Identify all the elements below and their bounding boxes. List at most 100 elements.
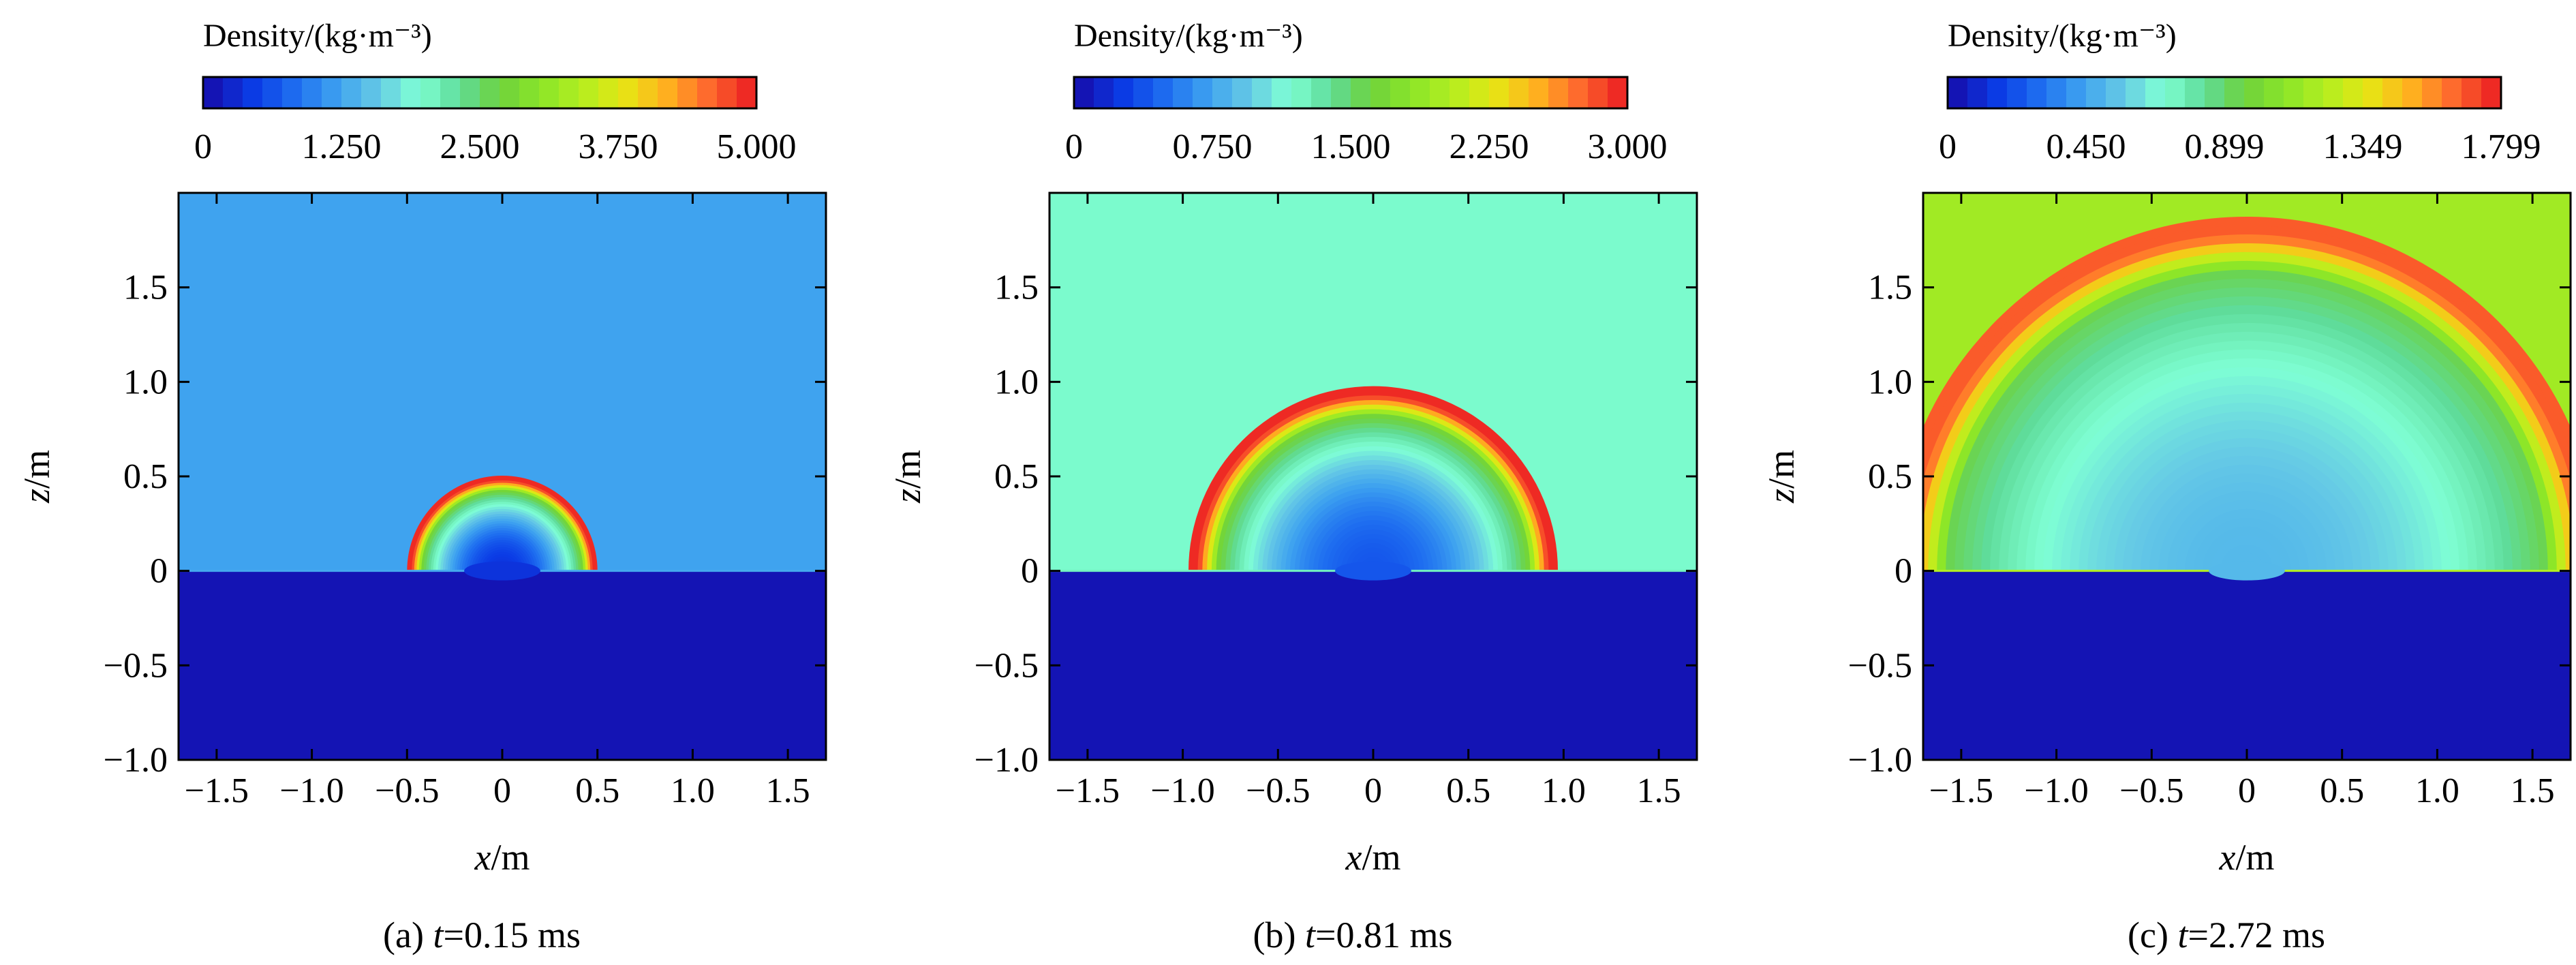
colorbar-swatch: [1948, 77, 1968, 108]
colorbar-frame: [202, 76, 758, 110]
x-tick-label: −1.5: [1929, 771, 1993, 810]
x-tick-label: 1.5: [1637, 771, 1681, 810]
colorbar-swatch: [1548, 77, 1569, 108]
colorbar-swatch: [2284, 77, 2304, 108]
colorbar-tick-label: 3.000: [1588, 127, 1668, 166]
colorbar-swatch: [2086, 77, 2106, 108]
colorbar-swatch: [2165, 77, 2186, 108]
colorbar-swatch: [2363, 77, 2383, 108]
y-tick-label: −0.5: [1848, 646, 1912, 685]
x-tick-label: 0: [2238, 771, 2256, 810]
y-tick-label: 1.5: [123, 269, 168, 307]
colorbar-swatch: [1272, 77, 1292, 108]
x-tick-label: −0.5: [1246, 771, 1310, 810]
colorbar-tick-label: 2.500: [440, 127, 520, 166]
colorbar-swatch: [737, 77, 757, 108]
colorbar-swatch: [2244, 77, 2265, 108]
crater-dip: [1335, 561, 1411, 581]
y-tick-label: −1.0: [1848, 741, 1912, 780]
colorbar-swatch: [401, 77, 421, 108]
colorbar-swatch: [2205, 77, 2225, 108]
colorbar-swatch: [1967, 77, 1988, 108]
x-tick-label: 1.5: [2511, 771, 2555, 810]
colorbar-swatch: [1987, 77, 2008, 108]
x-tick-label: 1.5: [766, 771, 810, 810]
x-tick-label: −1.0: [1150, 771, 1214, 810]
colorbar-tick-label: 3.750: [579, 127, 658, 166]
panel-caption: (c) t=2.72 ms: [2128, 915, 2325, 955]
y-tick-label: 0.5: [123, 457, 168, 496]
colorbar-swatch: [1489, 77, 1509, 108]
y-tick-label: 1.5: [1868, 269, 1912, 307]
colorbar-swatch: [1291, 77, 1312, 108]
y-tick-label: −1.0: [975, 741, 1039, 780]
crater-dip: [464, 561, 540, 581]
colorbar-swatch: [638, 77, 658, 108]
colorbar-swatch: [1133, 77, 1154, 108]
colorbar-swatch: [519, 77, 540, 108]
y-tick-label: 1.0: [1868, 363, 1912, 401]
colorbar-swatch: [440, 77, 461, 108]
colorbar-swatch: [2402, 77, 2423, 108]
ground-region: [179, 570, 826, 760]
y-tick-label: 0: [1021, 552, 1039, 591]
colorbar-swatch: [1390, 77, 1411, 108]
colorbar-tick-label: 0.450: [2046, 127, 2126, 166]
colorbar-swatch: [500, 77, 520, 108]
colorbar-swatch: [579, 77, 599, 108]
x-tick-label: 1.0: [671, 771, 715, 810]
colorbar-swatch: [203, 77, 224, 108]
y-tick-label: 1.0: [994, 363, 1039, 401]
colorbar-title: Density/(kg·m⁻³): [1948, 18, 2177, 54]
colorbar-tick-label: 0.750: [1173, 127, 1253, 166]
x-tick-label: −1.0: [2024, 771, 2088, 810]
colorbar-swatch: [1252, 77, 1272, 108]
colorbar-swatch: [2066, 77, 2087, 108]
density-field: [1049, 193, 1697, 760]
colorbar-swatch: [1469, 77, 1490, 108]
colorbar-swatch: [1173, 77, 1193, 108]
x-tick-label: 0: [493, 771, 511, 810]
x-tick-label: 1.0: [2415, 771, 2459, 810]
panel-0: Density/(kg·m⁻³) 0 1.250 2.500 3.750 5.000 −1.…: [16, 18, 827, 955]
panel-1: Density/(kg·m⁻³) 0 0.750 1.500 2.250 3.000 −1.…: [887, 18, 1698, 955]
y-tick-label: 0: [1895, 552, 1912, 591]
colorbar-title: Density/(kg·m⁻³): [1074, 18, 1303, 54]
colorbar-swatch: [2442, 77, 2462, 108]
y-tick-label: 1.5: [994, 269, 1039, 307]
y-axis-label: z/m: [887, 450, 928, 504]
colorbar-swatch: [1608, 77, 1628, 108]
crater-dip: [2209, 561, 2285, 581]
colorbar-swatch: [302, 77, 322, 108]
colorbar-swatch: [1232, 77, 1253, 108]
colorbar-swatch: [2185, 77, 2205, 108]
colorbar-swatch: [460, 77, 480, 108]
colorbar-swatch: [1370, 77, 1391, 108]
colorbar-tick-label: 2.250: [1450, 127, 1529, 166]
colorbar-swatch: [1410, 77, 1430, 108]
colorbar-swatch: [341, 77, 362, 108]
x-tick-label: −1.0: [279, 771, 343, 810]
colorbar-swatch: [1529, 77, 1549, 108]
y-tick-label: −0.5: [104, 646, 168, 685]
x-tick-label: 0.5: [575, 771, 619, 810]
density-field: [1923, 193, 2571, 760]
y-tick-label: 0: [150, 552, 168, 591]
colorbar-swatch: [2303, 77, 2324, 108]
y-axis-label: z/m: [16, 450, 57, 504]
colorbar-tick-label: 1.799: [2462, 127, 2541, 166]
colorbar-swatch: [420, 77, 441, 108]
y-axis-label: z/m: [1761, 450, 1802, 504]
colorbar-swatch: [1588, 77, 1608, 108]
colorbar-tick-label: 1.500: [1311, 127, 1391, 166]
colorbar-swatch: [282, 77, 303, 108]
x-tick-label: 1.0: [1542, 771, 1586, 810]
x-tick-label: −0.5: [375, 771, 439, 810]
colorbar-swatch: [1568, 77, 1589, 108]
x-tick-label: 0.5: [2320, 771, 2364, 810]
colorbar-swatch: [618, 77, 639, 108]
x-tick-label: 0.5: [1446, 771, 1490, 810]
colorbar-swatch: [717, 77, 737, 108]
y-tick-label: 0.5: [994, 457, 1039, 496]
